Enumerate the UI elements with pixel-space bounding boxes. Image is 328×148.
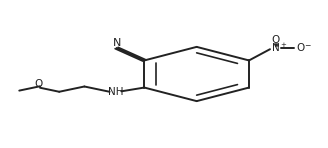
Text: N: N: [113, 38, 121, 48]
Text: O: O: [34, 79, 43, 89]
Text: +: +: [280, 42, 286, 48]
Text: N: N: [272, 43, 280, 53]
Text: −: −: [304, 41, 310, 50]
Text: NH: NH: [108, 87, 123, 98]
Text: O: O: [296, 43, 304, 53]
Text: O: O: [272, 35, 280, 45]
